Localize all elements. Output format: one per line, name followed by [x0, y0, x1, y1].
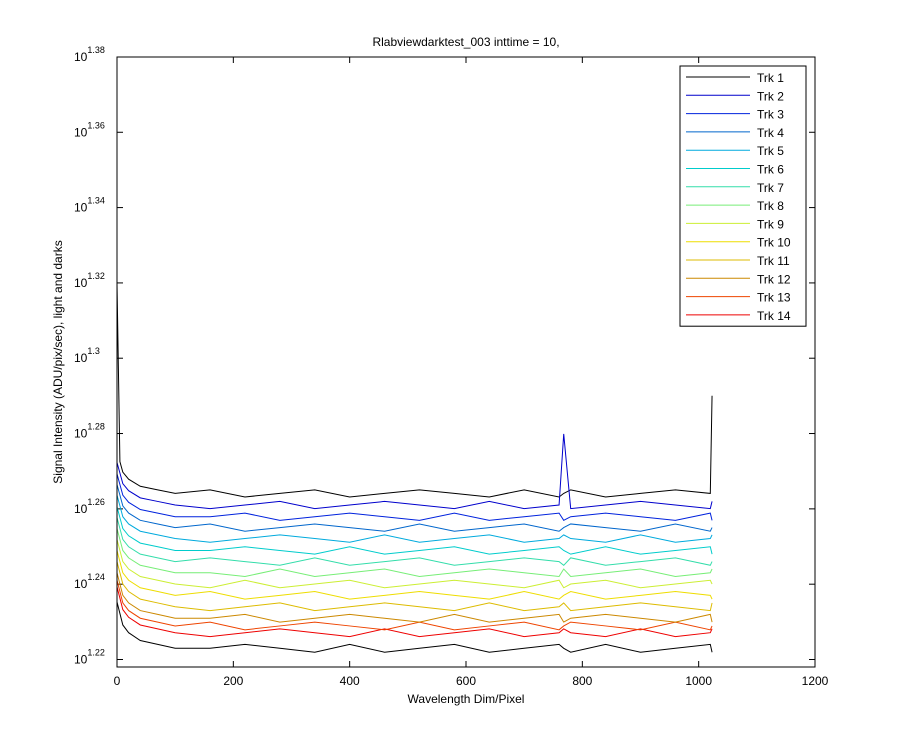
legend-label: Trk 10 [757, 236, 791, 250]
y-tick-label: 101.34 [74, 196, 105, 215]
x-axis-label: Wavelength Dim/Pixel [408, 692, 525, 706]
line [117, 484, 713, 532]
legend-label: Trk 1 [757, 71, 784, 85]
legend-label: Trk 2 [757, 89, 784, 103]
line [117, 572, 713, 623]
line [117, 550, 713, 600]
legend-label: Trk 14 [757, 309, 791, 323]
y-tick-label: 101.28 [74, 422, 105, 441]
legend-label: Trk 7 [757, 181, 784, 195]
legend-box [679, 65, 807, 327]
line [117, 561, 713, 612]
legend-label: Trk 3 [757, 108, 784, 122]
line [117, 433, 713, 510]
line [117, 283, 713, 498]
axes-box [116, 56, 816, 668]
x-tick-label: 0 [114, 674, 121, 688]
line [117, 601, 713, 653]
x-tick-label: 600 [456, 674, 476, 688]
legend-label: Trk 4 [757, 126, 784, 140]
legend-label: Trk 13 [757, 291, 791, 305]
x-tick-label: 800 [572, 674, 592, 688]
y-tick-label: 101.24 [74, 572, 105, 591]
legend-label: Trk 8 [757, 199, 784, 213]
line [117, 528, 713, 578]
line [117, 580, 713, 631]
legend-label: Trk 12 [757, 272, 791, 286]
y-tick-label: 101.36 [74, 120, 105, 139]
y-tick-label: 101.26 [74, 497, 105, 516]
y-axis-label: Signal Intensity (ADU/pix/sec), light an… [51, 240, 65, 483]
line [117, 473, 713, 521]
x-tick-label: 200 [223, 674, 243, 688]
y-tick-label: 101.32 [74, 271, 105, 290]
x-tick-label: 1200 [802, 674, 829, 688]
legend-label: Trk 9 [757, 217, 784, 231]
legend-label: Trk 11 [757, 254, 790, 268]
line [117, 539, 713, 589]
legend-label: Trk 5 [757, 144, 784, 158]
line [117, 517, 713, 566]
x-tick-label: 1000 [685, 674, 712, 688]
legend-label: Trk 6 [757, 163, 784, 177]
line [117, 586, 713, 638]
y-tick-label: 101.3 [74, 346, 100, 365]
line [117, 506, 713, 555]
chart-title: Rlabviewdarktest_003 inttime = 10, [372, 35, 559, 49]
x-tick-label: 400 [340, 674, 360, 688]
y-tick-label: 101.22 [74, 647, 105, 666]
y-tick-label: 101.38 [74, 45, 105, 64]
series-group [117, 283, 713, 653]
line [117, 495, 713, 543]
